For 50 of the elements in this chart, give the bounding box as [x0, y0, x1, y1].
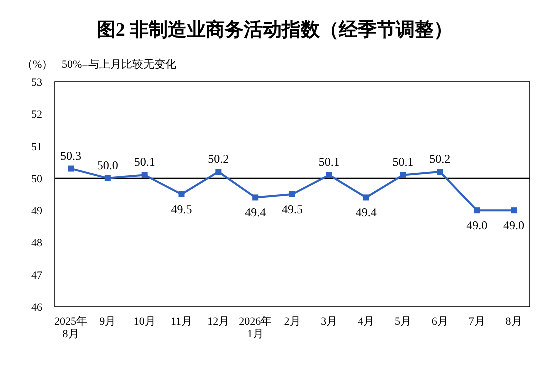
y-tick-label: 47 — [32, 270, 43, 282]
data-label: 49.4 — [356, 206, 377, 220]
text: 50%=与上月比较无变化 — [62, 58, 176, 71]
data-label: 50.1 — [392, 155, 414, 170]
x-tick-label: 7月 — [468, 316, 486, 328]
point — [363, 194, 370, 201]
point — [104, 175, 111, 182]
y-tick-label: 48 — [32, 238, 43, 250]
point — [437, 169, 444, 175]
y-tick-label: 53 — [32, 77, 43, 89]
x-tick-label: 9月 — [100, 316, 116, 328]
data-label: 50.2 — [208, 152, 230, 166]
point — [68, 166, 74, 172]
data-label: 50.0 — [97, 158, 118, 172]
point — [474, 208, 480, 214]
y-tick-label: 51 — [32, 141, 42, 154]
y-axis-title: （%） — [22, 59, 54, 71]
y-tick-label: 50 — [32, 173, 43, 186]
point — [178, 192, 185, 198]
point — [252, 194, 259, 201]
data-label: 49.0 — [504, 218, 524, 233]
y-tick-label: 52 — [32, 109, 42, 122]
chart-title: 图2 非制造业商务活动指数（经季节调整） — [96, 19, 454, 41]
data-label: 49.0 — [466, 218, 488, 233]
data-label: 50.1 — [134, 155, 156, 170]
data-label: 49.5 — [282, 202, 303, 216]
data-label: 50.2 — [430, 152, 451, 166]
x-tick-label: 5月 — [395, 316, 412, 328]
point — [142, 172, 148, 178]
y-tick-label: 46 — [32, 302, 43, 314]
x-tick-label: 2月 — [284, 316, 301, 328]
data-label: 49.5 — [171, 202, 192, 216]
x-tick-label: 6月 — [432, 316, 448, 328]
point — [400, 172, 406, 178]
point — [290, 192, 296, 198]
x-tick-label: 3月 — [321, 316, 338, 328]
point — [326, 172, 332, 178]
data-label: 50.3 — [60, 148, 82, 163]
x-tick-label: 4月 — [358, 316, 375, 328]
x-tick-label: 11月 — [170, 316, 193, 328]
x-tick-label: 8月 — [506, 316, 522, 328]
point — [511, 208, 517, 214]
data-label: 49.4 — [245, 206, 266, 220]
x-tick-label: 2026年 1月 — [239, 316, 272, 341]
data-label: 50.1 — [318, 155, 340, 170]
point — [216, 169, 222, 175]
x-tick-label: 2025年 8月 — [54, 316, 88, 341]
x-tick-label: 10月 — [134, 316, 156, 328]
y-tick-label: 49 — [32, 206, 43, 218]
x-tick-label: 12月 — [208, 316, 230, 328]
